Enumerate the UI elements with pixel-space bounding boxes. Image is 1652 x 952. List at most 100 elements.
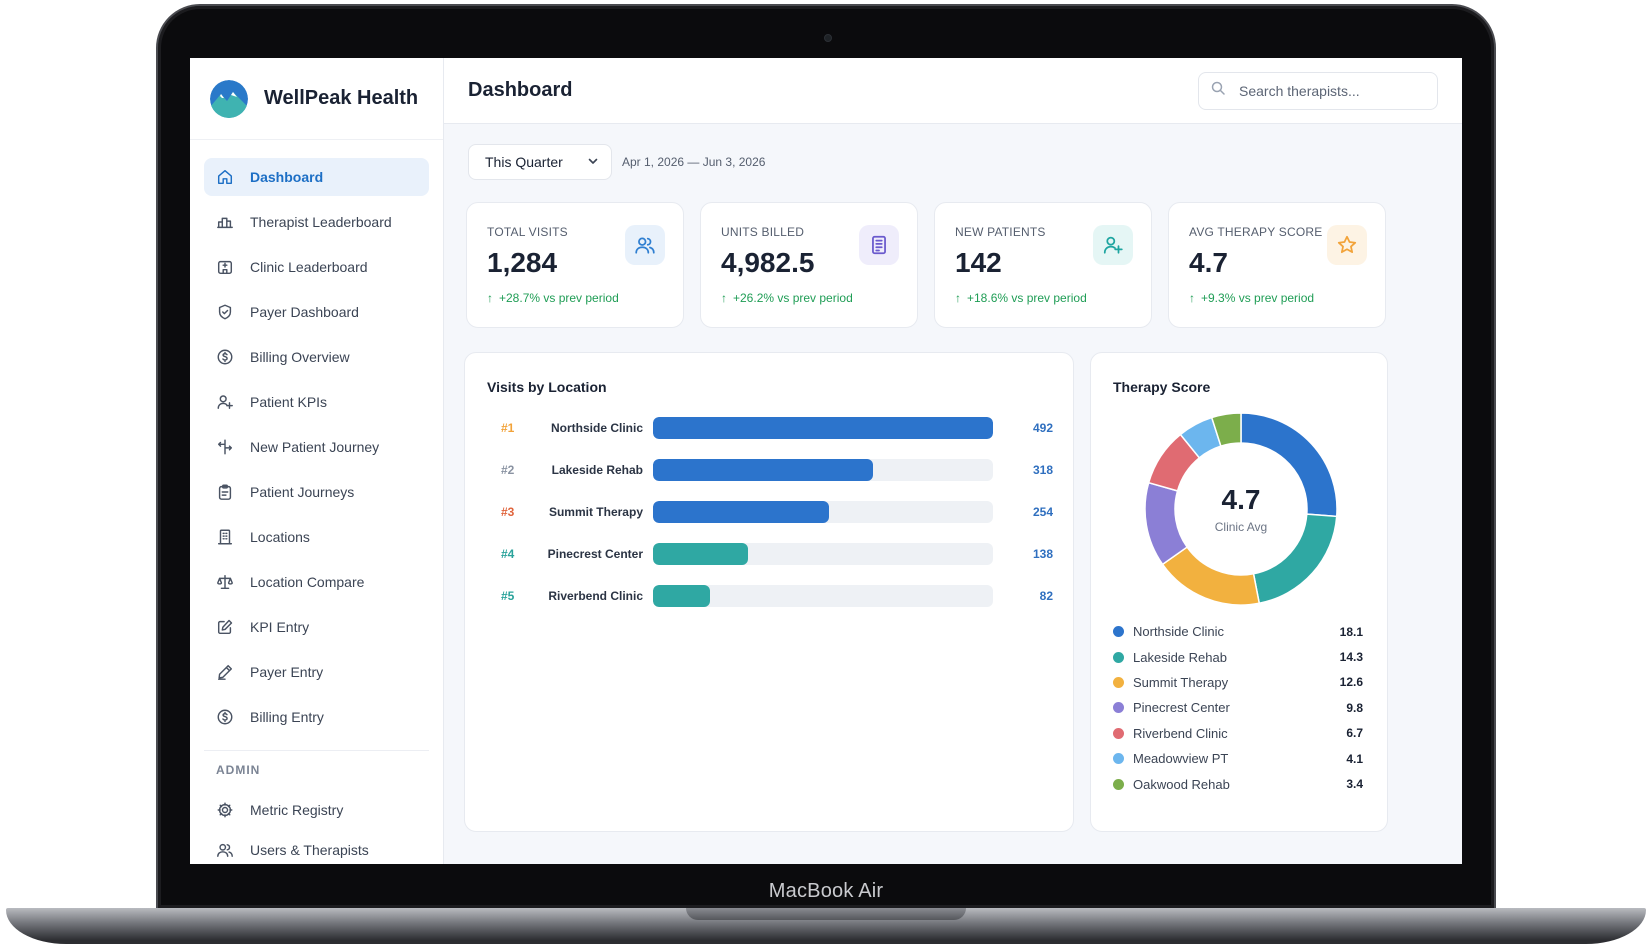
period-select[interactable]: This Quarter [468, 144, 612, 180]
admin-section-label: ADMIN [216, 763, 261, 777]
location-bar-row[interactable]: #4 Pinecrest Center 138 [465, 543, 1073, 565]
location-bar-track [653, 543, 993, 565]
legend-item: Riverbend Clinic 6.7 [1113, 721, 1363, 746]
location-bar-row[interactable]: #2 Lakeside Rehab 318 [465, 459, 1073, 481]
legend-value: 18.1 [1339, 624, 1363, 639]
kpi-change: ↑ +26.2% vs prev period [721, 291, 897, 305]
dollar-circle-icon [216, 708, 234, 726]
sidebar-item-label: Payer Dashboard [250, 304, 359, 320]
location-bar-row[interactable]: #5 Riverbend Clinic 82 [465, 585, 1073, 607]
legend-label: Northside Clinic [1133, 624, 1225, 640]
sidebar-item-payer-dashboard[interactable]: Payer Dashboard [204, 293, 429, 331]
kpi-change: ↑ +18.6% vs prev period [955, 291, 1131, 305]
legend-item: Summit Therapy 12.6 [1113, 670, 1363, 695]
legend-item: Meadowview PT 4.1 [1113, 746, 1363, 771]
legend-dot [1113, 753, 1124, 765]
legend-item: Pinecrest Center 9.8 [1113, 695, 1363, 720]
arrow-up-icon: ↑ [955, 291, 961, 305]
sidebar-item-label: Billing Overview [250, 349, 350, 365]
user-plus-icon [216, 393, 234, 411]
legend-value: 3.4 [1346, 777, 1363, 792]
legend-label: Oakwood Rehab [1133, 776, 1230, 792]
location-name: Summit Therapy [548, 505, 643, 519]
location-bar-row[interactable]: #1 Northside Clinic 492 [465, 417, 1073, 439]
location-rank: #1 [501, 421, 515, 435]
sidebar-item-kpi-entry[interactable]: KPI Entry [204, 608, 429, 646]
users-icon [216, 841, 234, 859]
kpi-card-new-patients: NEW PATIENTS 142 ↑ +18.6% vs prev period [934, 202, 1152, 328]
location-bar [653, 417, 993, 439]
sidebar-item-new-patient-journey[interactable]: New Patient Journey [204, 428, 429, 466]
kpi-label: AVG THERAPY SCORE [1189, 225, 1323, 239]
legend-label: Lakeside Rehab [1133, 649, 1227, 665]
location-bar [653, 543, 749, 565]
sidebar-item-patient-kpis[interactable]: Patient KPIs [204, 383, 429, 421]
camera-icon [824, 34, 832, 42]
donut-center-value: 4.7 [1221, 484, 1261, 515]
brand[interactable]: WellPeak Health [190, 58, 443, 140]
sidebar-item-location-compare[interactable]: Location Compare [204, 563, 429, 601]
location-name: Northside Clinic [550, 421, 643, 435]
scale-icon [216, 573, 234, 591]
building-icon [216, 258, 234, 276]
location-bar [653, 501, 829, 523]
page-title: Dashboard [468, 79, 573, 101]
date-range: Apr 1, 2026 — Jun 3, 2026 [622, 155, 766, 169]
pen-icon [216, 663, 234, 681]
sidebar-item-patient-journeys[interactable]: Patient Journeys [204, 473, 429, 511]
gear-icon [216, 801, 234, 819]
location-rank: #3 [501, 505, 515, 519]
visits-card-title: Visits by Location [487, 379, 607, 395]
kpi-value: 142 [955, 247, 1002, 278]
document-icon [859, 225, 899, 265]
kpi-row: TOTAL VISITS 1,284 ↑ +28.7% vs prev perio… [466, 202, 1386, 328]
search-icon [1211, 81, 1225, 100]
sidebar-item-clinic-leaderboard[interactable]: Clinic Leaderboard [204, 248, 429, 286]
location-name: Lakeside Rehab [551, 463, 643, 477]
period-select-value: This Quarter [485, 154, 563, 170]
kpi-label: NEW PATIENTS [955, 225, 1046, 239]
sidebar-item-label: Dashboard [250, 169, 324, 185]
donut-slice-oakwood-rehab[interactable] [1210, 412, 1242, 448]
arrow-up-icon: ↑ [1189, 291, 1195, 305]
legend-item: Northside Clinic 18.1 [1113, 619, 1363, 644]
location-bar-track [653, 417, 993, 439]
sidebar-item-locations[interactable]: Locations [204, 518, 429, 556]
sidebar-item-billing-overview[interactable]: Billing Overview [204, 338, 429, 376]
location-bar-track [653, 501, 993, 523]
legend-dot [1113, 651, 1124, 663]
legend-value: 9.8 [1346, 700, 1363, 715]
search-input[interactable] [1239, 82, 1419, 99]
sidebar-item-therapist-leaderboard[interactable]: Therapist Leaderboard [204, 203, 429, 241]
kpi-change-text: +28.7% vs prev period [499, 291, 619, 305]
location-value: 318 [1032, 463, 1053, 477]
office-icon [216, 528, 234, 546]
sidebar-item-label: Patient Journeys [250, 484, 355, 500]
route-icon [216, 438, 234, 456]
legend-label: Summit Therapy [1133, 674, 1229, 690]
users-icon [625, 225, 665, 265]
sidebar-item-label: KPI Entry [250, 619, 310, 635]
location-rank: #5 [501, 589, 515, 603]
edit-icon [216, 618, 234, 636]
laptop-notch [686, 908, 966, 920]
location-bar-row[interactable]: #3 Summit Therapy 254 [465, 501, 1073, 523]
sidebar-item-users-and-therapists[interactable]: Users & Therapists [204, 831, 429, 864]
bar-chart-icon [216, 213, 234, 231]
location-bar [653, 459, 873, 481]
location-value: 82 [1039, 589, 1053, 603]
location-value: 492 [1032, 421, 1053, 435]
legend-value: 12.6 [1339, 675, 1363, 690]
shield-check-icon [216, 303, 234, 321]
sidebar-item-dashboard[interactable]: Dashboard [204, 158, 429, 196]
mountain-logo-icon [210, 79, 248, 118]
sidebar-item-label: New Patient Journey [250, 439, 380, 455]
sidebar-item-payer-entry[interactable]: Payer Entry [204, 653, 429, 691]
search-box[interactable] [1198, 71, 1438, 110]
sidebar-item-metric-registry[interactable]: Metric Registry [204, 791, 429, 829]
legend-dot [1113, 626, 1124, 638]
sidebar-nav: Dashboard Therapist Leaderboard Clinic Lea… [190, 140, 443, 864]
sidebar-item-billing-entry[interactable]: Billing Entry [204, 698, 429, 736]
sidebar-item-label: Users & Therapists [250, 842, 369, 858]
chevron-down-icon [587, 154, 599, 170]
